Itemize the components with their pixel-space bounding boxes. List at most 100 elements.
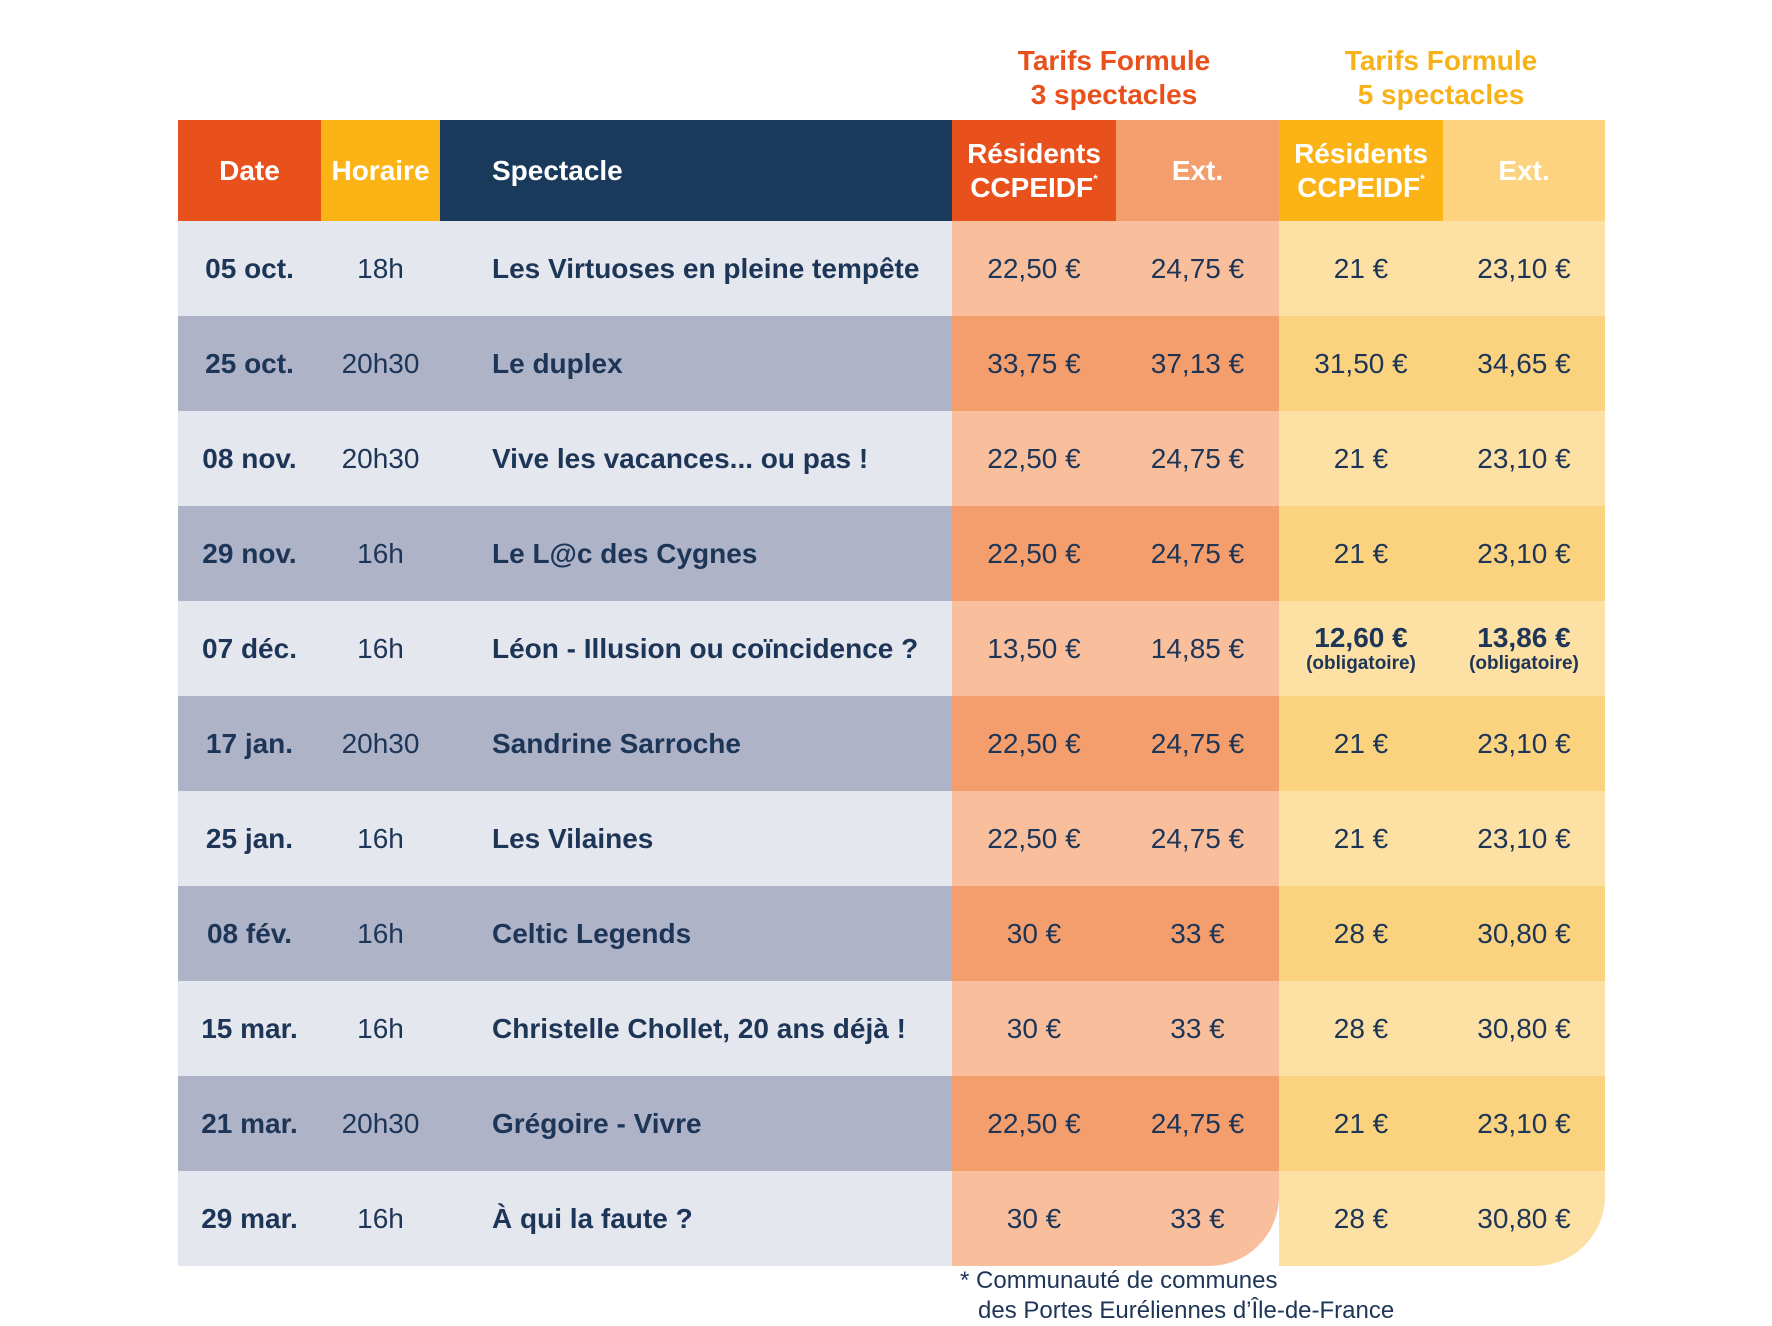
cell-date: 15 mar. (178, 981, 321, 1076)
cell-ext-formule-3: 37,13 € (1116, 316, 1279, 411)
cell-spectacle: Grégoire - Vivre (440, 1076, 952, 1171)
cell-residents-formule-3: 30 € (952, 886, 1116, 981)
cell-ext-formule-3: 33 € (1116, 981, 1279, 1076)
cell-ext-formule-5: 23,10 € (1443, 1076, 1605, 1171)
cell-spectacle: À qui la faute ? (440, 1171, 952, 1266)
cell-spectacle: Vive les vacances... ou pas ! (440, 411, 952, 506)
header-residents-formule-5: Résidents CCPEIDF* (1279, 120, 1443, 221)
cell-ext-formule-5: 34,65 € (1443, 316, 1605, 411)
cell-spectacle: Le L@c des Cygnes (440, 506, 952, 601)
cell-ext-formule-5: 23,10 € (1443, 411, 1605, 506)
cell-date: 25 oct. (178, 316, 321, 411)
cell-residents-formule-5: 21 € (1279, 411, 1443, 506)
group-title-line1: Tarifs Formule (1344, 45, 1538, 76)
header-residents-line2: CCPEIDF* (970, 171, 1098, 203)
cell-horaire: 18h (321, 221, 440, 316)
cell-date: 08 fév. (178, 886, 321, 981)
cell-residents-formule-5: 12,60 € (obligatoire) (1279, 601, 1443, 696)
table-row: 05 oct. 18h Les Virtuoses en pleine tempêt… (178, 221, 1605, 316)
cell-date: 21 mar. (178, 1076, 321, 1171)
cell-ext-formule-3: 24,75 € (1116, 411, 1279, 506)
cell-ext-formule-3: 24,75 € (1116, 696, 1279, 791)
cell-ext-formule-3: 24,75 € (1116, 1076, 1279, 1171)
cell-horaire: 16h (321, 886, 440, 981)
cell-spectacle: Léon - Illusion ou coïncidence ? (440, 601, 952, 696)
table-row: 25 oct. 20h30 Le duplex 33,75 €37,13 €31,50… (178, 316, 1605, 411)
price-note: (obligatoire) (1469, 652, 1579, 674)
cell-spectacle: Celtic Legends (440, 886, 952, 981)
table-row: 08 nov. 20h30 Vive les vacances... ou pas … (178, 411, 1605, 506)
cell-residents-formule-3: 30 € (952, 981, 1116, 1076)
header-spectacle: Spectacle (440, 120, 952, 221)
cell-horaire: 16h (321, 601, 440, 696)
cell-horaire: 16h (321, 1171, 440, 1266)
footnote-line1: * Communauté de communes (960, 1267, 1278, 1294)
cell-residents-formule-5: 21 € (1279, 221, 1443, 316)
cell-ext-formule-3: 24,75 € (1116, 791, 1279, 886)
table-row: 07 déc. 16h Léon - Illusion ou coïncidence… (178, 601, 1605, 696)
cell-spectacle: Christelle Chollet, 20 ans déjà ! (440, 981, 952, 1076)
group-title-formule-3: Tarifs Formule 3 spectacles (950, 44, 1278, 112)
footnote-line2: des Portes Euréliennes d’Île-de-France (978, 1297, 1395, 1324)
cell-date: 29 mar. (178, 1171, 321, 1266)
cell-residents-formule-5: 28 € (1279, 1171, 1443, 1266)
cell-horaire: 20h30 (321, 696, 440, 791)
cell-horaire: 20h30 (321, 316, 440, 411)
cell-ext-formule-5: 23,10 € (1443, 696, 1605, 791)
cell-ext-formule-5: 13,86 € (obligatoire) (1443, 601, 1605, 696)
header-residents-line1: Résidents (967, 137, 1101, 169)
table-row: 25 jan. 16h Les Vilaines 22,50 €24,75 €21 €… (178, 791, 1605, 886)
cell-ext-formule-5: 30,80 € (1443, 981, 1605, 1076)
header-residents-line2: CCPEIDF* (1297, 171, 1425, 203)
cell-date: 08 nov. (178, 411, 321, 506)
header-date: Date (178, 120, 321, 221)
cell-residents-formule-3: 22,50 € (952, 1076, 1116, 1171)
cell-spectacle: Le duplex (440, 316, 952, 411)
cell-date: 29 nov. (178, 506, 321, 601)
cell-residents-formule-3: 22,50 € (952, 696, 1116, 791)
cell-ext-formule-5: 30,80 € (1443, 1171, 1605, 1266)
cell-ext-formule-5: 23,10 € (1443, 791, 1605, 886)
cell-ext-formule-3: 24,75 € (1116, 221, 1279, 316)
cell-spectacle: Les Virtuoses en pleine tempête (440, 221, 952, 316)
cell-ext-formule-5: 23,10 € (1443, 506, 1605, 601)
table-body: 05 oct. 18h Les Virtuoses en pleine tempêt… (178, 221, 1605, 1266)
asterisk-mark: * (1420, 171, 1425, 186)
cell-ext-formule-3: 14,85 € (1116, 601, 1279, 696)
table-row: 29 nov. 16h Le L@c des Cygnes 22,50 €24,75 … (178, 506, 1605, 601)
group-title-line2: 5 spectacles (1357, 79, 1525, 110)
table-row: 08 fév. 16h Celtic Legends 30 €33 €28 €30,8… (178, 886, 1605, 981)
cell-horaire: 20h30 (321, 1076, 440, 1171)
cell-date: 05 oct. (178, 221, 321, 316)
footnote: * Communauté de communes des Portes Euré… (960, 1266, 1394, 1326)
table-row: 15 mar. 16h Christelle Chollet, 20 ans déj… (178, 981, 1605, 1076)
cell-date: 25 jan. (178, 791, 321, 886)
cell-residents-formule-5: 28 € (1279, 886, 1443, 981)
table-header: Date Horaire Spectacle Résidents CCPEIDF… (178, 120, 1605, 221)
cell-residents-formule-3: 33,75 € (952, 316, 1116, 411)
cell-horaire: 16h (321, 791, 440, 886)
cell-horaire: 16h (321, 981, 440, 1076)
group-title-line1: Tarifs Formule (1017, 45, 1211, 76)
table-row: 29 mar. 16h À qui la faute ? 30 €33 €28 €30… (178, 1171, 1605, 1266)
cell-residents-formule-3: 22,50 € (952, 411, 1116, 506)
header-ext-formule-3: Ext. (1116, 120, 1279, 221)
cell-residents-formule-3: 13,50 € (952, 601, 1116, 696)
cell-residents-formule-3: 22,50 € (952, 506, 1116, 601)
cell-residents-formule-5: 21 € (1279, 696, 1443, 791)
cell-ext-formule-3: 33 € (1116, 886, 1279, 981)
table-row: 17 jan. 20h30 Sandrine Sarroche 22,50 €24,7… (178, 696, 1605, 791)
cell-ext-formule-3: 33 € (1116, 1171, 1279, 1266)
cell-date: 07 déc. (178, 601, 321, 696)
cell-date: 17 jan. (178, 696, 321, 791)
cell-horaire: 16h (321, 506, 440, 601)
group-title-formule-5: Tarifs Formule 5 spectacles (1277, 44, 1605, 112)
header-residents-line1: Résidents (1294, 137, 1428, 169)
cell-residents-formule-3: 22,50 € (952, 791, 1116, 886)
asterisk-mark: * (1093, 171, 1098, 186)
header-ext-formule-5: Ext. (1443, 120, 1605, 221)
table-row: 21 mar. 20h30 Grégoire - Vivre 22,50 €24,75… (178, 1076, 1605, 1171)
cell-residents-formule-5: 21 € (1279, 506, 1443, 601)
cell-residents-formule-5: 28 € (1279, 981, 1443, 1076)
price-value: 12,60 € (1314, 621, 1408, 653)
